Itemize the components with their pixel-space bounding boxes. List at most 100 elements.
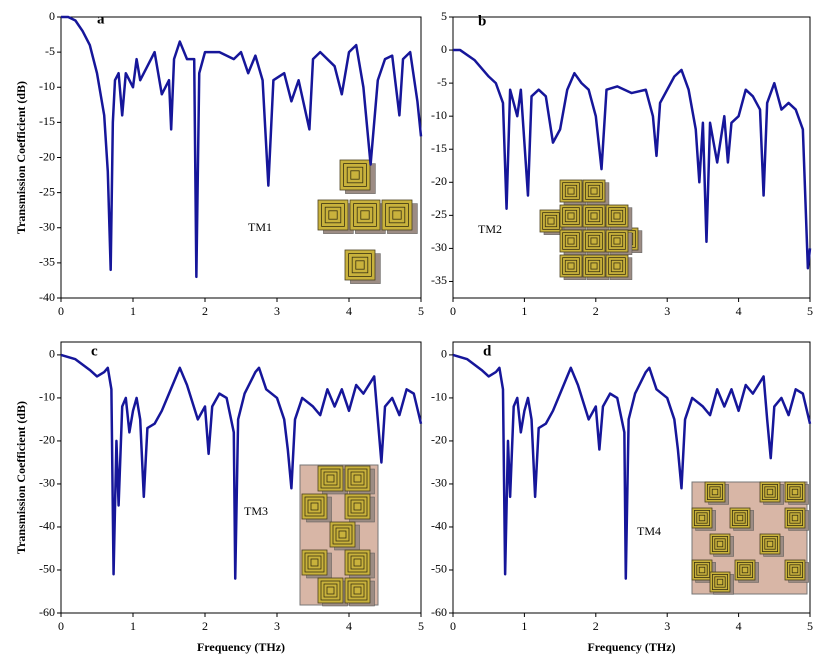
x-tick-label: 0 [58, 619, 64, 633]
x-tick-label: 3 [664, 304, 670, 318]
y-tick-label: -5 [437, 75, 447, 89]
tile [560, 205, 582, 227]
x-tick-label: 4 [346, 619, 352, 633]
y-tick-label: -40 [39, 519, 55, 533]
page: 0-5-10-15-20-25-30-35-40012345aTM1Transm… [0, 0, 813, 663]
panel-label: d [483, 343, 492, 359]
tile [785, 508, 805, 528]
y-tick-label: 0 [441, 347, 447, 361]
tile [760, 534, 780, 554]
y-tick-label: -40 [431, 519, 447, 533]
tile [760, 482, 780, 502]
x-tick-label: 4 [346, 304, 352, 318]
y-tick-label: -30 [39, 220, 55, 234]
x-tick-label: 3 [274, 304, 280, 318]
y-tick-label: -60 [39, 605, 55, 619]
inset-structure [300, 465, 378, 606]
x-tick-label: 2 [593, 304, 599, 318]
annotation: TM1 [248, 220, 272, 234]
tile [345, 494, 370, 519]
tile [302, 550, 327, 575]
tile [692, 560, 712, 580]
y-tick-label: -20 [39, 149, 55, 163]
y-tick-label: -40 [39, 290, 55, 304]
tile [345, 550, 370, 575]
panel-label: b [478, 13, 486, 29]
panel-label: c [91, 343, 98, 359]
y-tick-label: -15 [39, 114, 55, 128]
tile [345, 466, 370, 491]
tile [540, 210, 562, 232]
x-tick-label: 1 [521, 304, 527, 318]
y-tick-label: -20 [39, 433, 55, 447]
y-tick-label: -20 [431, 433, 447, 447]
tile [340, 160, 370, 190]
tile [710, 534, 730, 554]
y-tick-label: -25 [431, 207, 447, 221]
tile [345, 578, 370, 603]
y-tick-label: -50 [431, 562, 447, 576]
tile [382, 200, 412, 230]
x-tick-label: 5 [418, 619, 424, 633]
annotation: TM2 [478, 222, 502, 236]
tile [606, 205, 628, 227]
tile [318, 200, 348, 230]
tile [785, 560, 805, 580]
y-tick-label: 0 [49, 347, 55, 361]
tile [583, 180, 605, 202]
x-tick-label: 0 [450, 304, 456, 318]
y-tick-label: -30 [431, 240, 447, 254]
x-tick-label: 2 [202, 304, 208, 318]
x-tick-label: 0 [450, 619, 456, 633]
y-tick-label: 5 [441, 9, 447, 23]
inset-structure [692, 482, 809, 594]
tile [330, 522, 355, 547]
annotation: TM3 [244, 504, 268, 518]
tile [560, 255, 582, 277]
y-tick-label: -35 [39, 255, 55, 269]
x-tick-label: 5 [807, 619, 813, 633]
plot-frame [453, 17, 810, 298]
y-tick-label: -5 [45, 44, 55, 58]
y-tick-label: -20 [431, 174, 447, 188]
tile [583, 255, 605, 277]
tile [302, 494, 327, 519]
x-tick-label: 0 [58, 304, 64, 318]
y-axis-title: Transmission Coefficient (dB) [14, 401, 28, 554]
inset-structure [540, 180, 642, 280]
y-tick-label: 0 [441, 42, 447, 56]
panel-label: a [97, 11, 105, 27]
x-tick-label: 1 [130, 304, 136, 318]
tile [785, 482, 805, 502]
tile [710, 572, 730, 592]
y-tick-label: -50 [39, 562, 55, 576]
y-tick-label: -60 [431, 605, 447, 619]
x-tick-label: 3 [274, 619, 280, 633]
y-axis-title: Transmission Coefficient (dB) [14, 81, 28, 234]
y-tick-label: -30 [39, 476, 55, 490]
x-tick-label: 1 [521, 619, 527, 633]
data-line [61, 17, 421, 277]
x-tick-label: 2 [593, 619, 599, 633]
y-tick-label: -25 [39, 184, 55, 198]
tile [606, 255, 628, 277]
y-tick-label: -10 [431, 108, 447, 122]
inset-structure [318, 160, 417, 284]
tile [318, 578, 343, 603]
x-tick-label: 4 [736, 619, 742, 633]
annotation: TM4 [637, 524, 661, 538]
tile [350, 200, 380, 230]
x-axis-title: Frequency (THz) [587, 640, 675, 654]
tile [560, 180, 582, 202]
y-tick-label: -10 [431, 390, 447, 404]
x-tick-label: 3 [664, 619, 670, 633]
tile [345, 250, 375, 280]
tile [583, 230, 605, 252]
tile [560, 230, 582, 252]
x-tick-label: 5 [418, 304, 424, 318]
tile [606, 230, 628, 252]
tile [583, 205, 605, 227]
tile [730, 508, 750, 528]
tile [705, 482, 725, 502]
y-tick-label: -30 [431, 476, 447, 490]
